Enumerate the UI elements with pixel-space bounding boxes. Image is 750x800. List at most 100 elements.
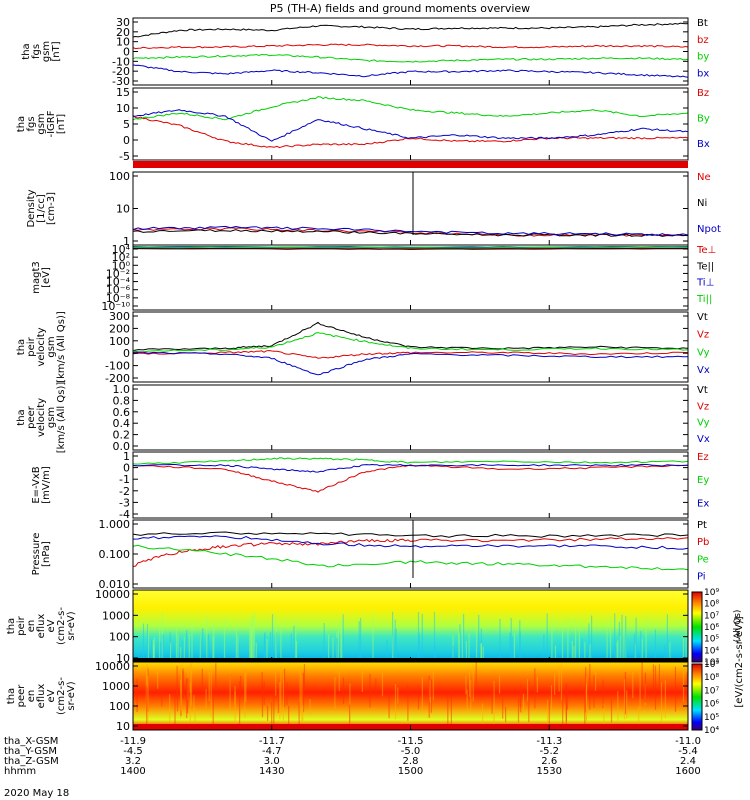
spectrogram-texture [269,631,272,662]
legend-entry: Vz [697,401,709,412]
spectrogram-texture [342,677,345,705]
panel-8: 1.000 0.100 0.010 Pressure [nPa] Pt Pb Pe Pi [31,518,709,591]
spectrogram-texture [193,695,195,711]
y-axis-label-line: peir [26,336,37,356]
y-tick-label: -20 [112,65,130,78]
spectrogram-texture [212,693,214,728]
spectrogram-texture [519,631,521,662]
legend-entry: Te⊥ [696,245,716,256]
spectrogram-texture [146,624,149,662]
spectrogram-texture [589,663,591,710]
spectrogram-texture [407,685,409,721]
spectrogram-texture [685,627,687,662]
spectrogram-texture [468,633,470,662]
series-line-bz [132,43,689,50]
spectrogram-texture [499,619,501,662]
spectrogram-texture [459,624,461,662]
spectrogram-texture [447,696,449,728]
spectrogram-texture [147,624,149,662]
colorbar-tick: 10⁹ [704,660,719,670]
y-tick-label: 10 [116,720,130,733]
legend-entry: Vt [697,385,708,396]
spectrogram-texture [645,615,647,662]
spectrogram-texture [432,670,434,701]
spectrogram-texture [215,663,217,689]
spectrogram-texture [375,678,377,694]
series-line-By [132,96,689,121]
legend-entry: Vt [697,312,708,323]
y-tick-label: 1.0 [113,383,131,396]
x-row-value: -11.0 [675,736,701,747]
spectrogram-texture [170,643,172,662]
spectrogram-texture [639,665,641,709]
spectrogram-texture [517,698,520,723]
y-tick-label: 15 [116,86,130,99]
spectrogram-texture [644,672,646,703]
spectrogram-texture [295,619,297,662]
spectrogram-texture [290,633,292,662]
spectrogram-texture [206,614,208,662]
spectrogram-texture [475,662,477,685]
y-axis-label-line: tha [16,116,27,132]
y-axis-label-line: [eV] [41,267,52,288]
spectrogram-texture [433,611,436,662]
spectrogram-texture [418,633,420,662]
y-axis-label-line: sr-eV) [66,611,77,640]
spectrogram-texture [266,639,268,662]
spectrogram-texture [593,675,595,708]
series-line-Vt [132,321,689,352]
spectrogram-fill [133,590,688,662]
spectrogram-texture [548,700,550,726]
spectrogram-texture [271,614,274,662]
y-tick-label: 0.010 [99,578,131,591]
legend-entry: bx [697,69,709,80]
spectrogram-texture [381,672,384,697]
spectrogram-texture [509,632,511,662]
panel-2: 15 10 5 0 -5 tha fgs gsm -IGRF [nT] Bz By Bx [16,86,710,163]
legend-entry: Ni [697,198,707,209]
legend-entry: By [697,114,710,125]
spectrogram-texture [187,677,189,714]
x-axis-labels: tha_X-GSM -11.9 -11.7 -11.5 -11.3 -11.0 tha_Y-… [4,736,701,777]
y-tick-label: -1 [119,473,130,486]
colorbar-tick: 10⁵ [704,635,719,645]
legend-entry: Bt [697,18,708,29]
spectrogram-texture [505,706,507,723]
spectrogram-texture [189,663,191,693]
spectrogram-texture [452,646,455,662]
spectrogram-texture [635,617,637,662]
y-tick-label: 10² [112,251,130,264]
spectrogram-texture [201,668,203,693]
spectrogram-texture [212,635,214,662]
y-tick-label: 0.100 [99,548,131,561]
spectrogram-texture [180,647,182,662]
spectrogram-texture [660,682,663,724]
spectrogram-texture [585,667,587,713]
spectrogram-texture [234,685,236,706]
spectrogram-texture [584,685,586,730]
y-tick-label: 100 [109,170,130,183]
spectrogram-texture [189,682,191,723]
spectrogram-texture [261,684,264,718]
y-tick-label: 0 [123,462,130,475]
x-row-value: 1500 [398,766,423,777]
y-axis-label-line: gsm [46,407,57,428]
spectrogram-texture [591,615,593,662]
spectrogram-texture [430,697,432,715]
y-axis-label: tha peir velocity gsm [km/s (All Qs)] [16,311,67,383]
x-row-value: -4.7 [262,746,282,757]
spectrogram-texture [550,685,553,713]
x-row-value: -5.0 [401,746,421,757]
y-tick-label: 10 [116,203,130,216]
spectrogram-texture [528,680,530,723]
spectrogram-texture [421,677,423,714]
series-line-Npot [132,225,689,237]
y-axis-label-line: tha [16,409,27,425]
spectrogram-texture [394,684,397,720]
y-tick-label: 10 [116,652,130,665]
spectrogram-texture [638,706,640,725]
y-axis-label-line: eV [46,619,57,632]
spectrogram-texture [461,617,463,662]
